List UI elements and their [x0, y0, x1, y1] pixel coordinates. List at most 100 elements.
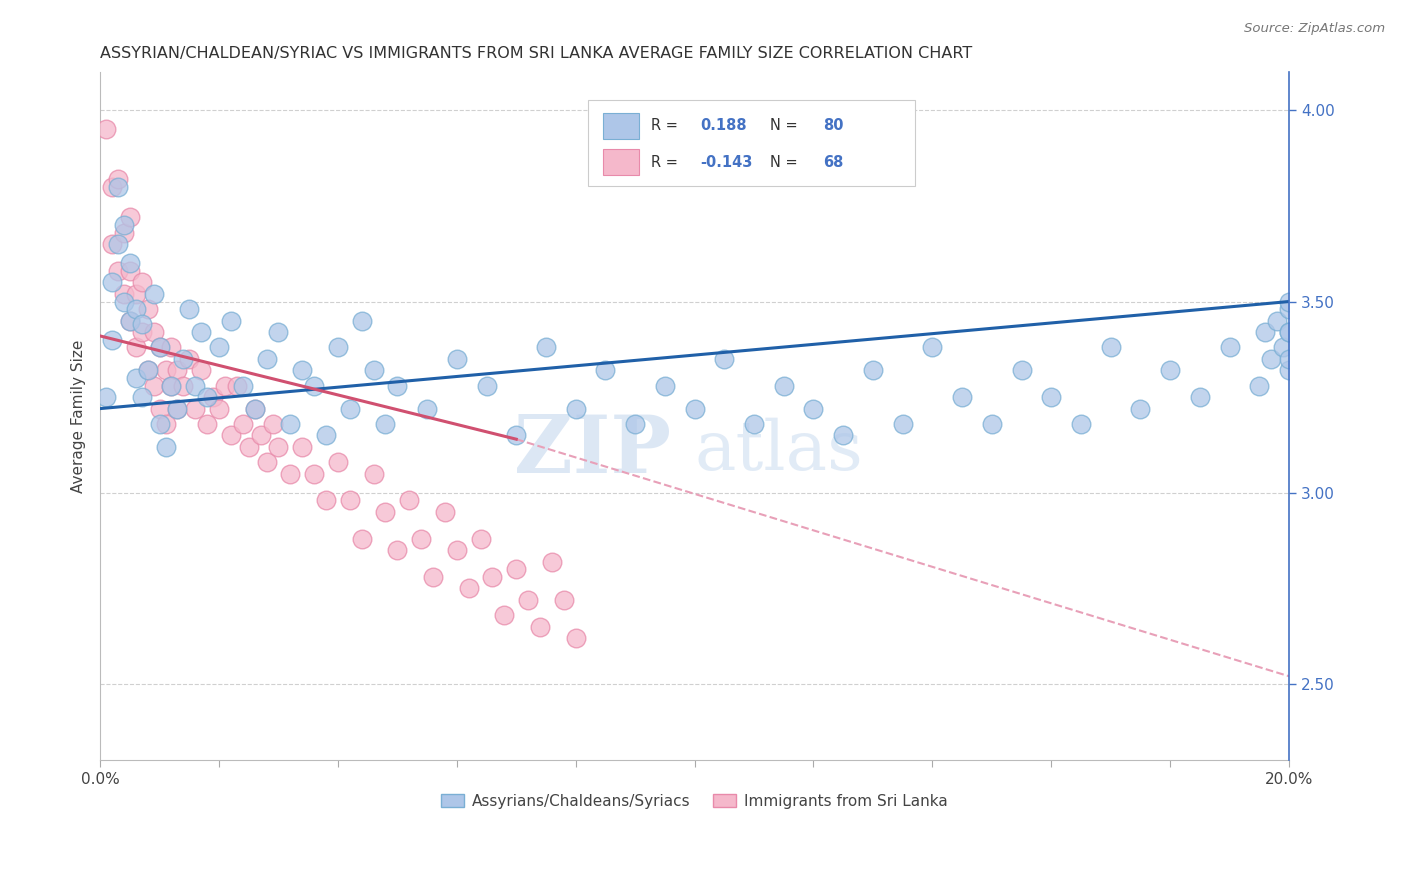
Point — [291, 363, 314, 377]
Point — [1011, 363, 1033, 377]
Point — [118, 264, 141, 278]
Point — [131, 390, 153, 404]
Point — [291, 440, 314, 454]
Point — [118, 211, 141, 225]
Point — [411, 532, 433, 546]
Point — [446, 543, 468, 558]
Point — [160, 378, 183, 392]
Point — [446, 351, 468, 366]
Point — [184, 378, 207, 392]
Point — [742, 417, 765, 431]
Point — [326, 455, 349, 469]
Point — [112, 226, 135, 240]
Point — [118, 256, 141, 270]
Point — [101, 179, 124, 194]
Point — [387, 543, 409, 558]
FancyBboxPatch shape — [603, 149, 638, 176]
Point — [1188, 390, 1211, 404]
Point — [249, 428, 271, 442]
Point — [267, 325, 290, 339]
Point — [1272, 340, 1295, 354]
Point — [416, 401, 439, 416]
Point — [921, 340, 943, 354]
Point — [219, 313, 242, 327]
Point — [118, 313, 141, 327]
Point — [1278, 325, 1301, 339]
Point — [1070, 417, 1092, 431]
Point — [315, 428, 337, 442]
Point — [832, 428, 855, 442]
Point — [232, 378, 254, 392]
Point — [208, 340, 231, 354]
Point — [422, 570, 444, 584]
Point — [363, 467, 385, 481]
Point — [256, 455, 278, 469]
Point — [564, 401, 586, 416]
Point — [505, 562, 527, 576]
Text: 68: 68 — [823, 155, 844, 169]
Point — [1129, 401, 1152, 416]
Text: R =: R = — [651, 119, 682, 133]
Text: atlas: atlas — [695, 417, 863, 483]
Point — [262, 417, 284, 431]
Point — [1159, 363, 1181, 377]
Text: ZIP: ZIP — [513, 412, 671, 490]
Point — [142, 286, 165, 301]
Point — [534, 340, 557, 354]
Point — [1219, 340, 1241, 354]
Point — [1278, 363, 1301, 377]
Point — [125, 302, 148, 317]
Point — [494, 608, 516, 623]
Point — [160, 340, 183, 354]
Point — [101, 276, 124, 290]
Point — [101, 333, 124, 347]
Point — [243, 401, 266, 416]
Point — [112, 218, 135, 232]
Point — [481, 570, 503, 584]
Point — [517, 592, 540, 607]
Point — [803, 401, 825, 416]
Point — [1099, 340, 1122, 354]
Point — [1260, 351, 1282, 366]
Point — [302, 467, 325, 481]
Point — [94, 122, 117, 136]
Point — [155, 440, 177, 454]
Point — [166, 401, 188, 416]
Point — [891, 417, 914, 431]
Text: N =: N = — [769, 155, 797, 169]
Point — [862, 363, 884, 377]
Point — [166, 401, 188, 416]
Point — [433, 505, 456, 519]
Point — [398, 493, 420, 508]
Point — [595, 363, 617, 377]
Point — [172, 351, 194, 366]
Point — [374, 417, 396, 431]
Point — [267, 440, 290, 454]
Point — [148, 340, 170, 354]
Point — [232, 417, 254, 431]
Point — [470, 532, 492, 546]
Point — [280, 467, 302, 481]
Point — [1278, 302, 1301, 317]
Point — [125, 286, 148, 301]
Point — [238, 440, 260, 454]
Point — [131, 325, 153, 339]
Text: N =: N = — [769, 119, 797, 133]
Point — [208, 401, 231, 416]
Point — [1278, 294, 1301, 309]
Point — [94, 390, 117, 404]
Point — [302, 378, 325, 392]
Point — [155, 363, 177, 377]
Point — [772, 378, 794, 392]
Point — [350, 532, 373, 546]
Point — [326, 340, 349, 354]
Point — [101, 237, 124, 252]
Point — [339, 493, 361, 508]
Point — [541, 555, 564, 569]
Point — [1249, 378, 1271, 392]
Point — [350, 313, 373, 327]
Point — [190, 325, 212, 339]
Point — [125, 340, 148, 354]
Point — [131, 318, 153, 332]
Point — [195, 417, 218, 431]
